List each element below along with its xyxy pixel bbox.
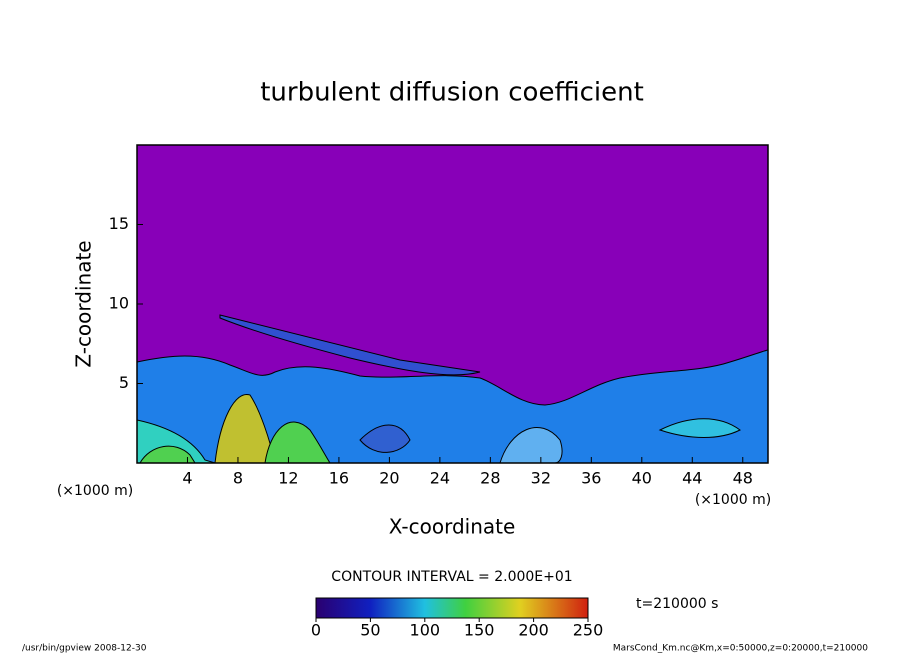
x-tick-label: 12 — [278, 469, 298, 488]
colorbar-tick-label: 250 — [573, 621, 604, 640]
field-region — [658, 418, 741, 438]
y-tick-label: 5 — [119, 373, 129, 392]
x-tick-label: 32 — [531, 469, 551, 488]
x-tick-label: 20 — [379, 469, 399, 488]
colorbar-tick-label: 0 — [311, 621, 321, 640]
y-unit: (×1000 m) — [57, 483, 133, 499]
x-tick-label: 36 — [581, 469, 601, 488]
footer-left: /usr/bin/gpview 2008-12-30 — [22, 644, 147, 654]
field-region — [264, 421, 331, 463]
x-unit: (×1000 m) — [695, 492, 771, 508]
colorbar-tick-label: 200 — [518, 621, 549, 640]
x-tick-label: 8 — [233, 469, 243, 488]
field — [137, 145, 768, 463]
y-tick-label: 10 — [109, 294, 129, 313]
field-region — [359, 424, 411, 453]
colorbar — [315, 597, 589, 619]
time-label: t=210000 s — [636, 596, 718, 612]
colorbar-tick-label: 100 — [410, 621, 441, 640]
x-tick-label: 24 — [430, 469, 450, 488]
x-tick-label: 48 — [733, 469, 753, 488]
colorbar-tick-label: 150 — [464, 621, 495, 640]
x-tick-label: 28 — [480, 469, 500, 488]
colorbar-tick-label: 50 — [360, 621, 380, 640]
field-region — [219, 314, 481, 376]
chart-title: turbulent diffusion coefficient — [260, 78, 644, 108]
x-tick-label: 44 — [682, 469, 702, 488]
x-tick-label: 4 — [182, 469, 192, 488]
y-axis-label: Z-coordinate — [72, 240, 96, 367]
footer-right: MarsCond_Km.nc@Km,x=0:50000,z=0:20000,t=… — [613, 644, 868, 654]
field-region — [499, 427, 563, 463]
field-region — [139, 445, 196, 463]
x-tick-label: 40 — [632, 469, 652, 488]
contour-interval: CONTOUR INTERVAL = 2.000E+01 — [331, 569, 572, 585]
y-tick-label: 15 — [109, 214, 129, 233]
x-axis-label: X-coordinate — [389, 515, 516, 539]
x-tick-label: 16 — [329, 469, 349, 488]
